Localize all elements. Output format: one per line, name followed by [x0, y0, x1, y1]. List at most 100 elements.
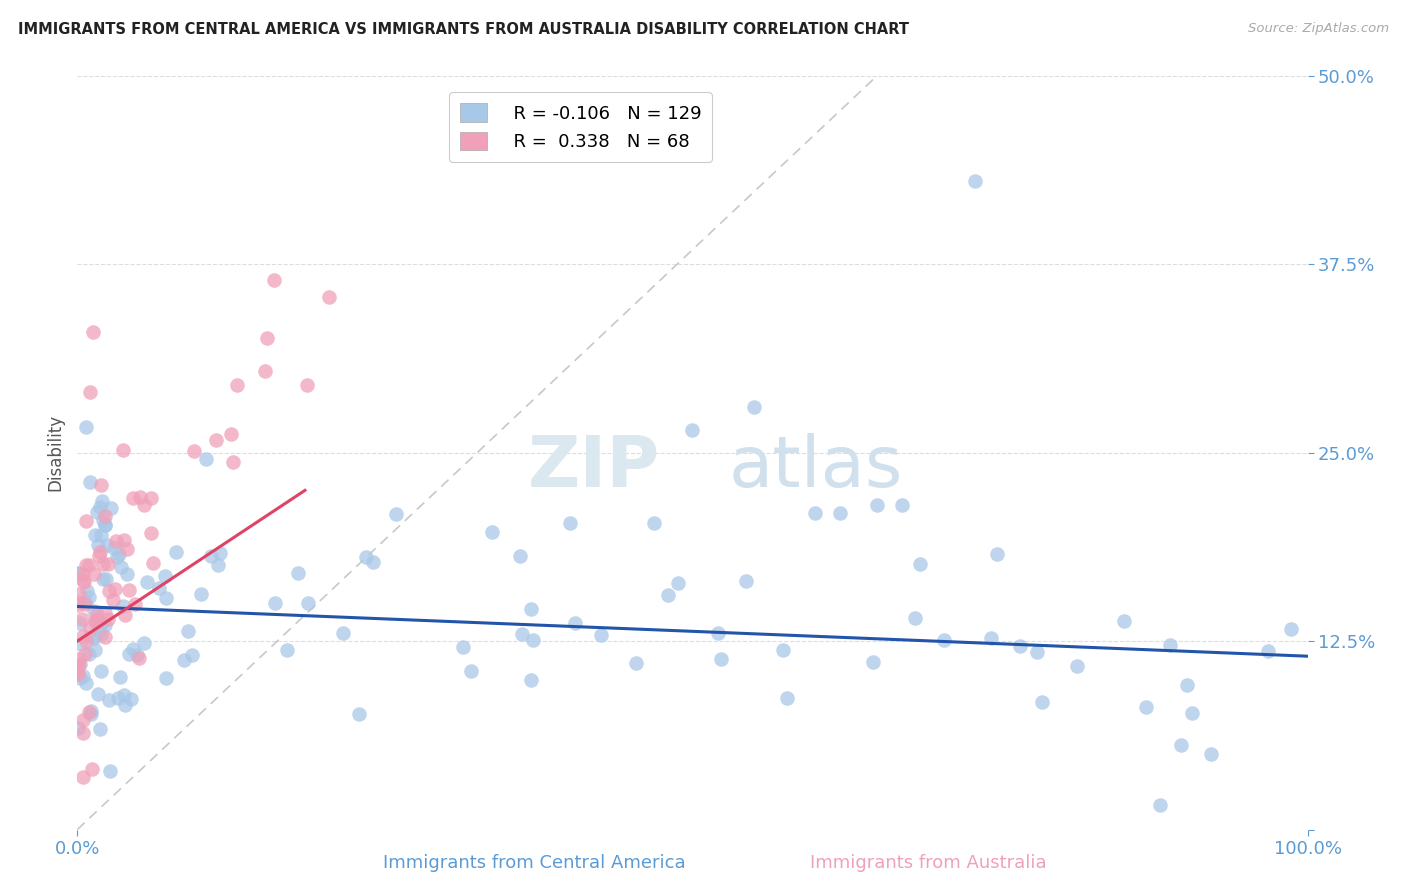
Point — [86, 538, 108, 552]
Point — [460, 664, 482, 678]
Point — [385, 507, 408, 521]
Point — [67, 658, 90, 673]
Text: ZIP: ZIP — [527, 434, 661, 502]
Point — [90, 664, 112, 678]
Point — [520, 673, 543, 687]
Point — [710, 651, 733, 665]
Point — [69, 657, 91, 671]
Point — [104, 582, 127, 596]
Point — [86, 607, 108, 621]
Point — [1199, 747, 1222, 761]
Text: IMMIGRANTS FROM CENTRAL AMERICA VS IMMIGRANTS FROM AUSTRALIA DISABILITY CORRELAT: IMMIGRANTS FROM CENTRAL AMERICA VS IMMIG… — [18, 22, 910, 37]
Point — [97, 557, 120, 571]
Point — [734, 574, 756, 588]
Point — [830, 506, 852, 520]
Point — [510, 627, 533, 641]
Point — [104, 533, 127, 548]
Point — [69, 671, 91, 685]
Point — [111, 599, 134, 613]
Point — [112, 442, 135, 457]
Point — [87, 623, 110, 637]
Point — [200, 549, 222, 563]
Text: Immigrants from Australia: Immigrants from Australia — [810, 855, 1046, 872]
Point — [67, 721, 90, 735]
Point — [128, 490, 150, 504]
Point — [165, 545, 187, 559]
Point — [83, 567, 105, 582]
Point — [82, 325, 104, 339]
Point — [589, 628, 612, 642]
Point — [866, 499, 889, 513]
Point — [1149, 797, 1171, 812]
Point — [776, 690, 799, 705]
Point — [1112, 614, 1135, 628]
Text: Immigrants from Central America: Immigrants from Central America — [382, 855, 686, 872]
Point — [980, 632, 1002, 646]
Point — [77, 705, 100, 719]
Legend:   R = -0.106   N = 129,   R =  0.338   N = 68: R = -0.106 N = 129, R = 0.338 N = 68 — [450, 93, 711, 161]
Point — [349, 706, 371, 721]
Point — [89, 549, 111, 563]
Point — [287, 566, 309, 581]
Point — [91, 572, 114, 586]
Point — [118, 582, 141, 597]
Point — [115, 541, 138, 556]
Point — [90, 527, 112, 541]
Point — [75, 558, 97, 573]
Point — [332, 626, 354, 640]
Point — [96, 538, 118, 552]
Point — [84, 643, 107, 657]
Point — [509, 549, 531, 563]
Point — [83, 632, 105, 646]
Point — [772, 643, 794, 657]
Point — [1170, 738, 1192, 752]
Point — [682, 423, 704, 437]
Point — [75, 420, 97, 434]
Point — [77, 590, 100, 604]
Point — [72, 612, 94, 626]
Point — [297, 596, 319, 610]
Point — [643, 516, 665, 530]
Point — [742, 401, 765, 415]
Point — [90, 626, 112, 640]
Text: Source: ZipAtlas.com: Source: ZipAtlas.com — [1249, 22, 1389, 36]
Point — [100, 501, 122, 516]
Point — [142, 556, 165, 570]
Text: atlas: atlas — [728, 434, 903, 502]
Point — [264, 596, 287, 610]
Point — [94, 630, 117, 644]
Point — [155, 591, 177, 605]
Point — [1257, 644, 1279, 658]
Point — [141, 491, 163, 505]
Point — [1159, 639, 1181, 653]
Point — [73, 598, 96, 612]
Point — [69, 616, 91, 631]
Point — [89, 545, 111, 559]
Point — [205, 433, 228, 447]
Point — [83, 527, 105, 541]
Point — [361, 555, 384, 569]
Point — [1031, 695, 1053, 709]
Point — [183, 444, 205, 458]
Point — [195, 451, 218, 466]
Point — [256, 330, 278, 344]
Point — [1279, 622, 1302, 636]
Point — [66, 659, 89, 673]
Point — [1135, 699, 1157, 714]
Point — [103, 593, 125, 607]
Point — [89, 619, 111, 633]
Point — [98, 584, 121, 599]
Point — [112, 533, 135, 547]
Point — [72, 567, 94, 582]
Point — [904, 610, 927, 624]
Point — [90, 478, 112, 492]
Point — [136, 574, 159, 589]
Point — [107, 690, 129, 705]
Point — [522, 632, 544, 647]
Point — [986, 547, 1008, 561]
Point — [276, 643, 298, 657]
Point — [564, 616, 586, 631]
Point — [910, 557, 932, 571]
Point — [72, 669, 94, 683]
Point — [209, 546, 232, 560]
